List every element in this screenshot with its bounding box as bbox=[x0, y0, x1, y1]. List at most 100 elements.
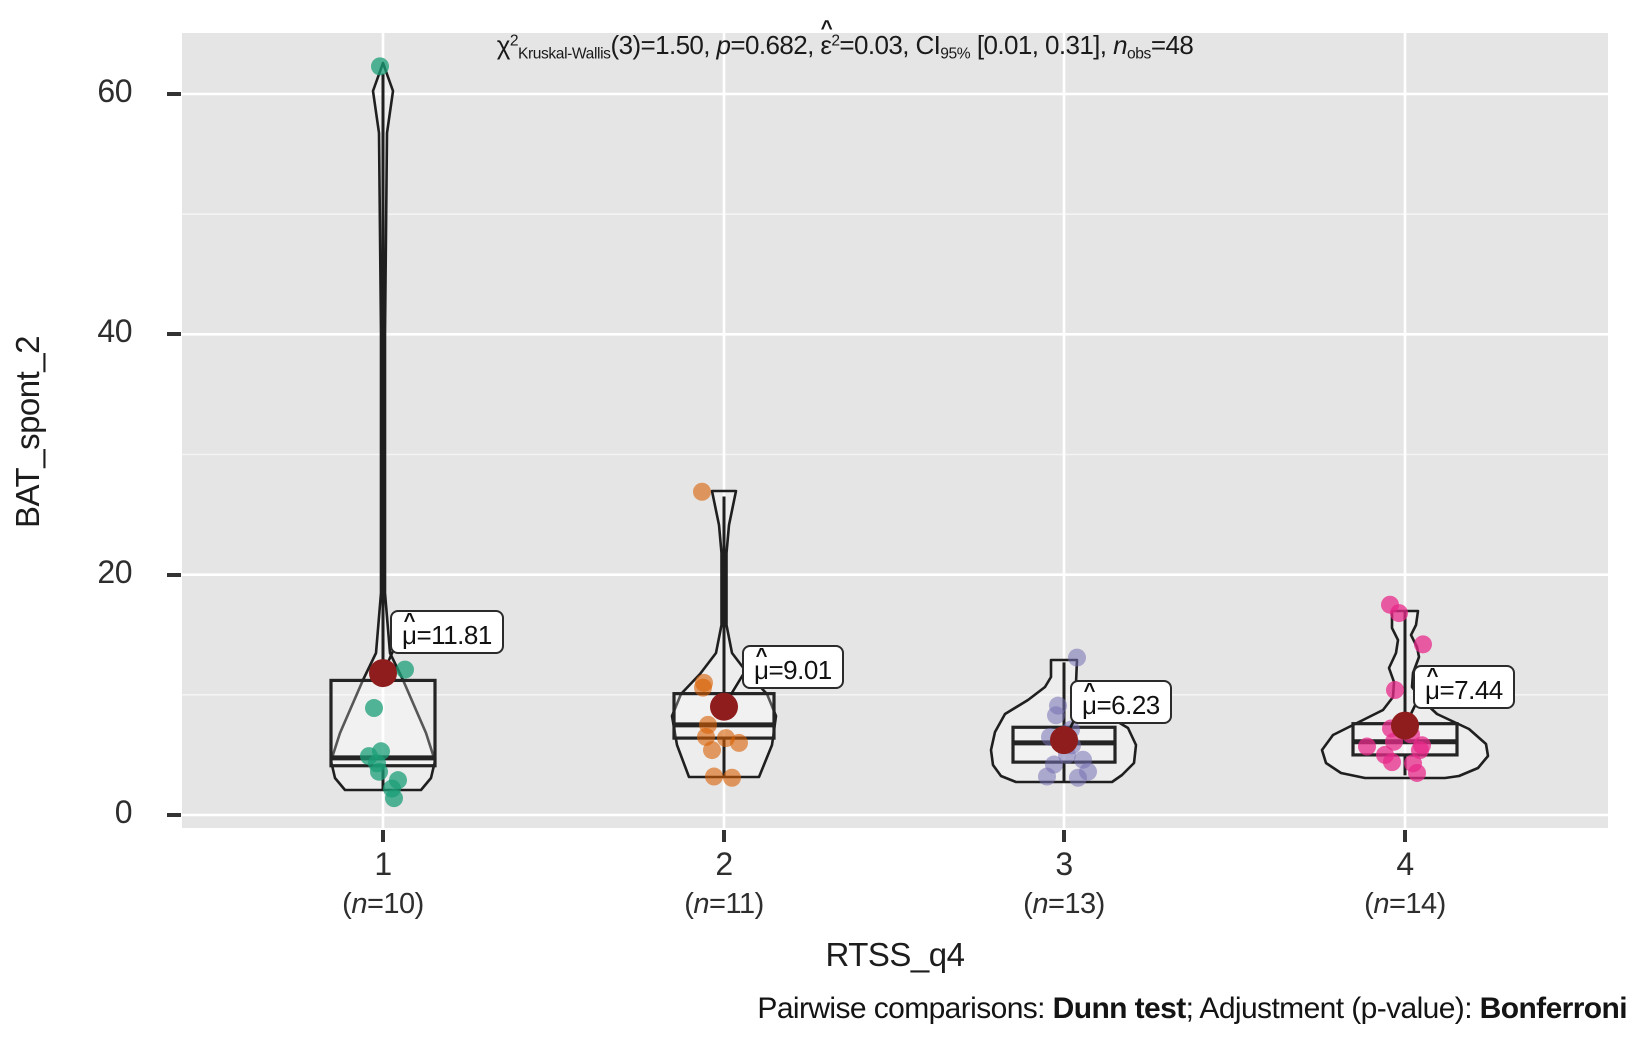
data-point-group-2 bbox=[705, 767, 723, 786]
pairwise-caption: Pairwise comparisons: Dunn test; Adjustm… bbox=[757, 992, 1627, 1026]
chi-test-name: Kruskal-Wallis bbox=[517, 45, 611, 63]
data-point-group-3 bbox=[1047, 706, 1065, 725]
data-point-group-3 bbox=[1069, 768, 1087, 787]
x-count-label-1: (n=10) bbox=[283, 888, 483, 921]
data-point-group-4 bbox=[1411, 741, 1429, 760]
data-point-group-2 bbox=[723, 768, 741, 787]
mu-hat: ^ bbox=[755, 644, 768, 667]
x-count-label-part: n bbox=[1032, 888, 1048, 920]
y-tick-label-40: 40 bbox=[97, 313, 132, 350]
df-statistic: (3)=1.50, bbox=[610, 30, 717, 60]
y-tick-label-60: 60 bbox=[97, 72, 132, 109]
x-count-label-part: ( bbox=[1023, 888, 1033, 920]
epsilon-value: =0.03, bbox=[839, 30, 916, 60]
mean-point-group-1 bbox=[369, 659, 397, 688]
chi-symbol: χ bbox=[496, 30, 511, 60]
mean-label-group-2: ^ μ=9.01 bbox=[742, 644, 844, 690]
x-count-label-part: ( bbox=[684, 888, 694, 920]
data-point-group-1 bbox=[396, 660, 414, 679]
data-point-group-1 bbox=[371, 57, 389, 76]
data-point-group-4 bbox=[1383, 753, 1401, 772]
n-subscript: obs bbox=[1126, 45, 1151, 63]
x-count-label-part: =10) bbox=[366, 888, 424, 920]
mean-point-group-4 bbox=[1391, 711, 1419, 740]
mu-hat: ^ bbox=[1426, 664, 1439, 687]
stats-subtitle: χ2Kruskal-Wallis(3)=1.50, p=0.682, ^ ε2=0… bbox=[132, 17, 1558, 64]
caption-adjustment: Bonferroni bbox=[1479, 992, 1628, 1025]
x-tick-label-1: 1 bbox=[374, 846, 392, 882]
data-point-group-4 bbox=[1414, 635, 1432, 654]
epsilon-exponent: 2 bbox=[831, 32, 840, 50]
epsilon-symbol: ^ ε bbox=[820, 17, 833, 60]
p-symbol: p bbox=[716, 30, 731, 60]
data-point-group-4 bbox=[1386, 681, 1404, 700]
x-count-label-4: (n=14) bbox=[1305, 888, 1505, 921]
x-count-label-2: (n=11) bbox=[624, 888, 824, 921]
caption-mid: ; Adjustment (p-value): bbox=[1185, 992, 1480, 1025]
y-tick-mark-0 bbox=[167, 813, 181, 817]
plot-canvas bbox=[182, 33, 1608, 828]
ci-level: 95% bbox=[940, 45, 971, 63]
data-point-group-4 bbox=[1390, 604, 1408, 623]
mean-value-text: =7.44 bbox=[1439, 675, 1503, 705]
chi-exponent: 2 bbox=[509, 32, 519, 50]
caption-prefix: Pairwise comparisons: bbox=[757, 992, 1053, 1025]
x-tick-label-2: 2 bbox=[715, 846, 733, 882]
mu-hat: ^ bbox=[1083, 679, 1096, 702]
y-tick-mark-60 bbox=[167, 91, 181, 96]
x-tick-mark-2 bbox=[722, 830, 726, 842]
n-symbol: n bbox=[1113, 30, 1127, 60]
x-tick-mark-4 bbox=[1403, 830, 1407, 842]
data-point-group-2 bbox=[730, 733, 748, 752]
x-count-label-part: =13) bbox=[1047, 888, 1105, 920]
mean-value-text: =11.81 bbox=[416, 620, 492, 650]
plot-panel bbox=[182, 33, 1608, 828]
y-tick-label-20: 20 bbox=[97, 553, 132, 590]
mean-point-group-2 bbox=[710, 692, 738, 721]
n-value: =48 bbox=[1150, 30, 1194, 60]
p-value: =0.682, bbox=[730, 30, 821, 60]
ci-label: CI bbox=[915, 30, 941, 60]
x-count-label-part: ( bbox=[342, 888, 352, 920]
mu-symbol: ^ μ bbox=[754, 644, 769, 685]
mean-label-group-1: ^ μ=11.81 bbox=[390, 609, 504, 655]
x-tick-mark-3 bbox=[1062, 830, 1066, 842]
x-count-label-part: =14) bbox=[1388, 888, 1446, 920]
data-point-group-1 bbox=[370, 762, 388, 781]
ci-interval: [0.01, 0.31], bbox=[970, 30, 1114, 60]
x-count-label-part: n bbox=[1373, 888, 1389, 920]
mean-label-group-4: ^ μ=7.44 bbox=[1413, 664, 1515, 710]
epsilon-hat: ^ bbox=[820, 17, 833, 41]
x-count-label-part: ( bbox=[1364, 888, 1374, 920]
data-point-group-4 bbox=[1408, 763, 1426, 782]
data-point-group-3 bbox=[1068, 648, 1086, 667]
y-tick-label-0: 0 bbox=[114, 794, 133, 830]
mu-symbol: ^ μ bbox=[402, 609, 417, 650]
mu-hat: ^ bbox=[403, 609, 416, 632]
mean-value-text: =9.01 bbox=[768, 655, 832, 685]
mean-point-group-3 bbox=[1050, 726, 1078, 755]
data-point-group-3 bbox=[1038, 767, 1056, 786]
x-tick-label-4: 4 bbox=[1396, 846, 1414, 882]
x-tick-label-3: 3 bbox=[1055, 846, 1073, 882]
mean-label-group-3: ^ μ=6.23 bbox=[1070, 679, 1172, 725]
data-point-group-2 bbox=[693, 482, 711, 501]
x-count-label-3: (n=13) bbox=[964, 888, 1164, 921]
caption-test: Dunn test bbox=[1052, 992, 1187, 1025]
mu-symbol: ^ μ bbox=[1425, 664, 1440, 705]
y-tick-mark-40 bbox=[167, 332, 181, 337]
x-tick-mark-1 bbox=[381, 830, 385, 842]
mean-value-text: =6.23 bbox=[1096, 690, 1160, 720]
mu-symbol: ^ μ bbox=[1082, 679, 1097, 720]
data-point-group-1 bbox=[365, 699, 383, 718]
x-axis-title: RTSS_q4 bbox=[825, 936, 965, 973]
x-count-label-part: n bbox=[693, 888, 710, 920]
x-count-label-part: =11) bbox=[709, 888, 764, 920]
y-tick-mark-20 bbox=[167, 572, 181, 577]
data-point-group-2 bbox=[694, 678, 712, 697]
data-point-group-1 bbox=[385, 789, 403, 808]
data-point-group-2 bbox=[703, 741, 721, 760]
x-count-label-part: n bbox=[351, 888, 367, 920]
data-point-group-4 bbox=[1358, 737, 1376, 756]
